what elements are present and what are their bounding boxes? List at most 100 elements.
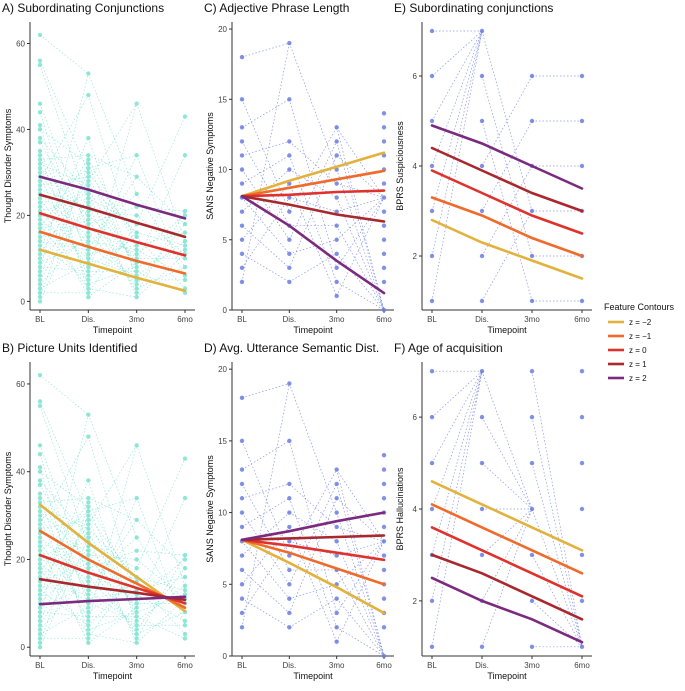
trajectory-segment [39, 129, 89, 165]
data-point [37, 522, 43, 527]
trajectory-segment [481, 210, 533, 302]
data-point [239, 125, 245, 130]
data-point [529, 552, 535, 558]
trajectory-segment [88, 73, 137, 195]
data-point [37, 260, 43, 265]
legend-label: z = 0 [629, 346, 647, 355]
trajectory-segment [39, 497, 89, 503]
data-point [134, 614, 139, 619]
trajectory-segment [88, 228, 137, 255]
data-point [381, 553, 387, 558]
trajectory-segment [336, 469, 385, 657]
trajectory-segment [88, 611, 137, 631]
data-point [37, 157, 43, 162]
data-point [134, 269, 139, 274]
data-point [86, 294, 91, 300]
data-point [334, 610, 339, 616]
data-point [86, 221, 91, 227]
legend-label: z = −1 [629, 332, 652, 341]
trajectory-segment [241, 197, 290, 255]
data-point [182, 277, 188, 283]
trajectory-segment [88, 497, 137, 608]
data-point [479, 298, 485, 304]
data-point [579, 118, 585, 124]
data-point [334, 596, 339, 601]
legend-title: Feature Contours [604, 302, 675, 312]
trajectory-segment [88, 154, 137, 169]
data-point [134, 213, 139, 218]
data-point [529, 73, 535, 79]
y-tick-label: 40 [16, 125, 25, 134]
data-point [37, 570, 43, 575]
data-point [429, 598, 435, 604]
data-point [239, 54, 245, 60]
trajectory-segment [39, 537, 89, 648]
trajectory-segment [289, 155, 337, 283]
data-point [37, 469, 43, 474]
trajectory-segment [88, 581, 137, 613]
data-point [287, 596, 292, 601]
trajectory-segment [39, 125, 89, 293]
data-point [37, 187, 43, 192]
data-point [381, 567, 387, 573]
data-point [86, 561, 91, 567]
x-tick-label: Dis. [81, 315, 95, 324]
trajectory-segment [88, 155, 137, 263]
data-point [287, 510, 292, 515]
data-point [86, 208, 91, 214]
data-point [86, 273, 91, 278]
data-point [479, 506, 485, 512]
data-point [37, 269, 43, 274]
data-point [381, 209, 387, 214]
data-point [134, 640, 139, 646]
data-point [381, 653, 387, 659]
trajectory-segment [39, 537, 89, 582]
data-point [529, 208, 535, 214]
series-line-z−1 [240, 538, 386, 586]
data-point [334, 481, 339, 487]
data-point [334, 496, 339, 501]
trajectory-segment [481, 30, 533, 212]
data-point [134, 601, 139, 606]
data-point [86, 178, 91, 184]
data-point [134, 290, 139, 296]
trajectory-segment [136, 519, 186, 569]
data-point [287, 610, 292, 616]
y-tick-label: 0 [21, 643, 26, 652]
trajectory-segment [241, 569, 290, 614]
panel-title: D) Avg. Utterance Semantic Dist. [204, 341, 379, 355]
data-point [37, 508, 43, 514]
trajectory-segment [241, 440, 290, 470]
trajectory-segment [336, 197, 385, 311]
y-tick-label: 2 [413, 597, 418, 606]
trajectory-segment [431, 30, 483, 302]
trajectory-segment [39, 176, 89, 276]
trajectory-segment [88, 519, 137, 595]
trajectory-segment [336, 569, 385, 657]
trajectory-segment [39, 172, 89, 276]
trajectory-segment [136, 616, 186, 639]
x-tick-label: 6mo [177, 315, 193, 324]
data-point [37, 399, 43, 404]
data-point [239, 181, 245, 186]
data-point [86, 495, 91, 501]
data-point [287, 139, 292, 144]
data-point [381, 195, 387, 200]
data-point [239, 153, 245, 158]
trajectory-segment [39, 193, 89, 302]
data-point [86, 174, 91, 179]
panel-title: A) Subordinating Conjunctions [2, 1, 164, 15]
trajectory-segment [136, 240, 186, 276]
panel-D: D) Avg. Utterance Semantic Dist. 0 5 10 15 20… [204, 341, 394, 681]
trajectory-segment [241, 98, 290, 128]
data-point [239, 265, 245, 271]
data-point [239, 97, 245, 102]
trajectory-segment [39, 471, 89, 508]
trajectory-segment [136, 550, 186, 556]
trajectory-segment [39, 585, 89, 595]
series-line-z−2 [430, 218, 584, 280]
trajectory-segment [39, 189, 89, 208]
x-axis-label: Timepoint [93, 325, 133, 335]
data-point [429, 253, 435, 259]
y-axis-label: Thought Disorder Symptoms [3, 108, 13, 223]
